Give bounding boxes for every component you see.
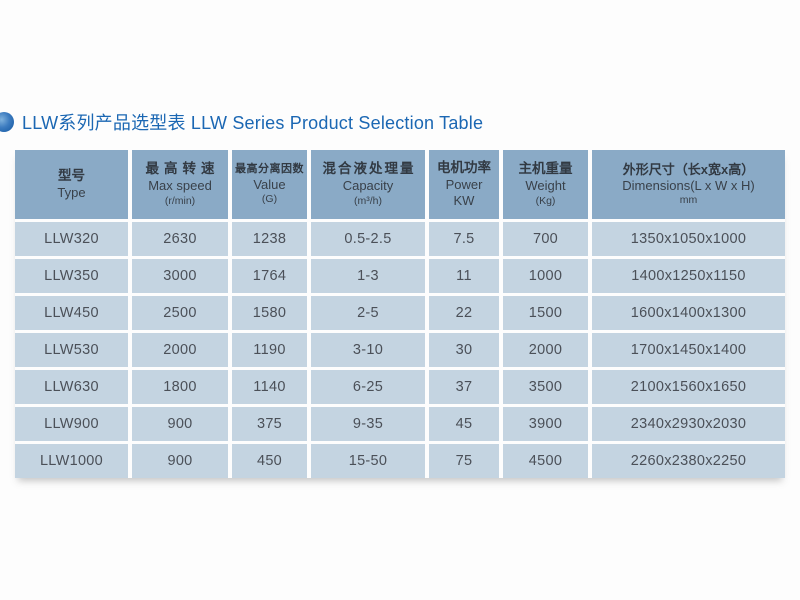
table-cell: 1500 bbox=[503, 296, 588, 330]
table-cell: 3500 bbox=[503, 370, 588, 404]
table-cell: 3-10 bbox=[311, 333, 425, 367]
table-cell: 1238 bbox=[232, 222, 307, 256]
column-header-weight-en: Weight bbox=[525, 178, 566, 194]
table-cell: 375 bbox=[232, 407, 307, 441]
model-cell: LLW450 bbox=[15, 296, 128, 330]
table-cell: 1000 bbox=[503, 259, 588, 293]
table-cell: 3900 bbox=[503, 407, 588, 441]
table-cell: 45 bbox=[429, 407, 499, 441]
table-cell: 2500 bbox=[132, 296, 228, 330]
table-cell: 7.5 bbox=[429, 222, 499, 256]
column-header-power-en: Power bbox=[445, 176, 483, 192]
table-cell: 1350x1050x1000 bbox=[592, 222, 785, 256]
column-header-weight-zh: 主机重量 bbox=[518, 161, 573, 177]
table-cell: 900 bbox=[132, 444, 228, 478]
table-cell: 3000 bbox=[132, 259, 228, 293]
table-cell: 1700x1450x1400 bbox=[592, 333, 785, 367]
table-cell: 75 bbox=[429, 444, 499, 478]
column-header-type: 型号 Type bbox=[15, 150, 128, 219]
column-header-value-unit: (G) bbox=[261, 192, 278, 205]
table-cell: 700 bbox=[503, 222, 588, 256]
model-cell: LLW350 bbox=[15, 259, 128, 293]
model-cell: LLW900 bbox=[15, 407, 128, 441]
table-cell: 1580 bbox=[232, 296, 307, 330]
table-cell: 2000 bbox=[503, 333, 588, 367]
column-header-power-unit: KW bbox=[453, 192, 475, 208]
table-cell: 4500 bbox=[503, 444, 588, 478]
table-cell: 1764 bbox=[232, 259, 307, 293]
column-header-max-speed-zh: 最高转速 bbox=[145, 161, 220, 177]
table-cell: 450 bbox=[232, 444, 307, 478]
table-cell: 1-3 bbox=[311, 259, 425, 293]
table-cell: 1600x1400x1300 bbox=[592, 296, 785, 330]
column-header-dimensions-en: Dimensions(L x W x H) bbox=[622, 177, 755, 193]
column-header-capacity-en: Capacity bbox=[342, 178, 394, 194]
table-cell: 11 bbox=[429, 259, 499, 293]
table-cell: 6-25 bbox=[311, 370, 425, 404]
column-header-power: 电机功率 Power KW bbox=[429, 150, 499, 219]
column-header-power-zh: 电机功率 bbox=[437, 159, 491, 175]
column-header-value-zh: 最高分离因数 bbox=[235, 162, 304, 175]
table-cell: 2100x1560x1650 bbox=[592, 370, 785, 404]
table-cell: 2630 bbox=[132, 222, 228, 256]
column-header-weight: 主机重量 Weight (Kg) bbox=[503, 150, 588, 219]
table-cell: 1190 bbox=[232, 333, 307, 367]
column-header-dimensions-unit: mm bbox=[679, 194, 698, 207]
column-header-dimensions-zh: 外形尺寸（长x宽x高） bbox=[622, 161, 755, 177]
table-cell: 2000 bbox=[132, 333, 228, 367]
table-cell: 15-50 bbox=[311, 444, 425, 478]
table-cell: 1800 bbox=[132, 370, 228, 404]
table-cell: 1140 bbox=[232, 370, 307, 404]
column-header-max-speed-unit: (r/min) bbox=[164, 194, 196, 207]
column-header-dimensions: 外形尺寸（长x宽x高） Dimensions(L x W x H) mm bbox=[592, 150, 785, 219]
product-selection-table: 型号 Type 最高转速 Max speed (r/min) 最高分离因数 Va… bbox=[15, 150, 785, 478]
column-header-type-zh: 型号 bbox=[58, 167, 85, 183]
table-cell: 37 bbox=[429, 370, 499, 404]
table-cell: 2-5 bbox=[311, 296, 425, 330]
table-cell: 0.5-2.5 bbox=[311, 222, 425, 256]
table-cell: 22 bbox=[429, 296, 499, 330]
table-cell: 900 bbox=[132, 407, 228, 441]
page-title: LLW系列产品选型表 LLW Series Product Selection … bbox=[22, 113, 484, 133]
column-header-capacity: 混合液处理量 Capacity (m³/h) bbox=[311, 150, 425, 219]
model-cell: LLW320 bbox=[15, 222, 128, 256]
table-cell: 1400x1250x1150 bbox=[592, 259, 785, 293]
model-cell: LLW530 bbox=[15, 333, 128, 367]
table-cell: 9-35 bbox=[311, 407, 425, 441]
table-cell: 2260x2380x2250 bbox=[592, 444, 785, 478]
column-header-weight-unit: (Kg) bbox=[535, 194, 556, 207]
column-header-capacity-zh: 混合液处理量 bbox=[322, 161, 416, 177]
column-header-max-speed-en: Max speed bbox=[148, 178, 212, 194]
model-cell: LLW1000 bbox=[15, 444, 128, 478]
column-header-type-en: Type bbox=[57, 184, 86, 200]
column-header-max-speed: 最高转速 Max speed (r/min) bbox=[132, 150, 228, 219]
column-header-capacity-unit: (m³/h) bbox=[354, 194, 382, 207]
table-cell: 2340x2930x2030 bbox=[592, 407, 785, 441]
bullet-icon bbox=[0, 112, 14, 132]
table-cell: 30 bbox=[429, 333, 499, 367]
section-title-row: LLW系列产品选型表 LLW Series Product Selection … bbox=[0, 107, 483, 137]
column-header-value-en: Value bbox=[253, 176, 286, 192]
model-cell: LLW630 bbox=[15, 370, 128, 404]
column-header-value: 最高分离因数 Value (G) bbox=[232, 150, 307, 219]
